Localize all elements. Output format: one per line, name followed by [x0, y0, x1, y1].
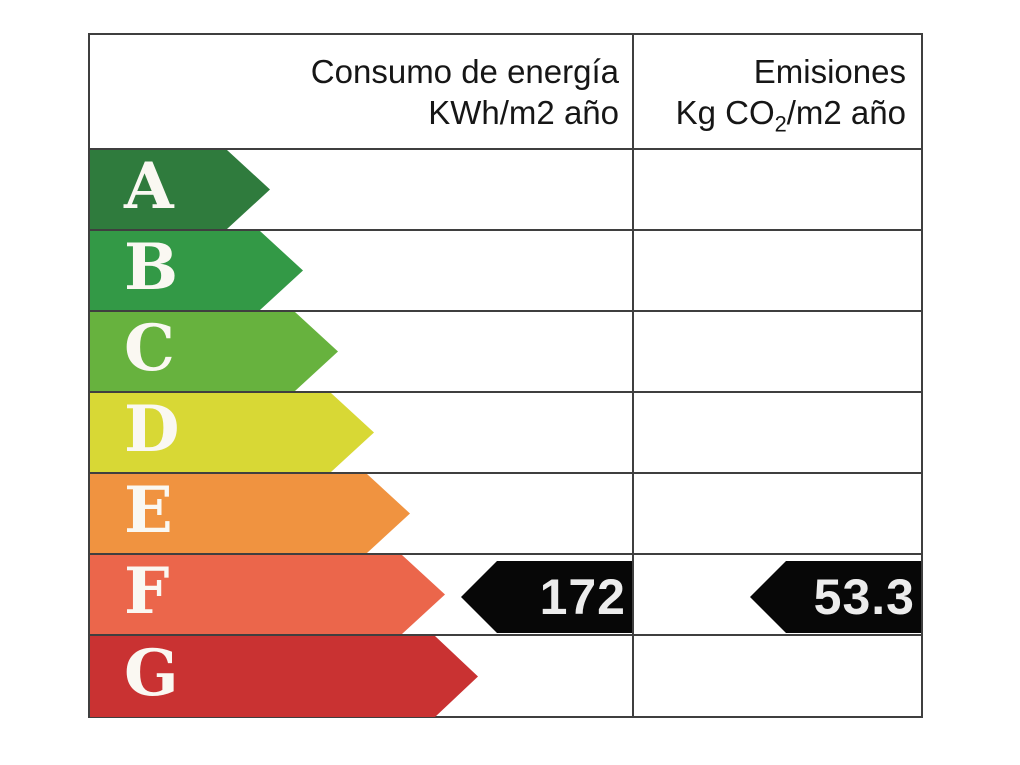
rating-bar: E: [90, 474, 410, 553]
value-text: 172: [539, 569, 626, 625]
consumption-cell: D: [90, 393, 634, 472]
consumption-cell: B: [90, 231, 634, 310]
emissions-unit-suffix: /m2 año: [786, 93, 906, 131]
emissions-cell: 53.3: [634, 555, 921, 634]
emissions-cell: [634, 150, 921, 229]
consumption-header-line1: Consumo de energía: [310, 52, 619, 90]
rating-bar: C: [90, 312, 338, 391]
emissions-header-line2: Kg CO2/m2 año: [675, 92, 906, 137]
rating-table: Consumo de energía KWh/m2 año Emisiones …: [88, 33, 923, 718]
co2-subscript: 2: [774, 111, 787, 137]
emissions-cell: [634, 312, 921, 391]
consumption-cell: A: [90, 150, 634, 229]
rating-row: E: [90, 474, 921, 555]
rating-row: A: [90, 150, 921, 231]
rating-letter: G: [124, 635, 179, 711]
value-pointer-arrow: 172: [461, 561, 632, 633]
rating-row: D: [90, 393, 921, 474]
rating-bar: B: [90, 231, 303, 310]
rating-row: B: [90, 231, 921, 312]
emissions-cell: [634, 231, 921, 310]
emissions-cell: [634, 474, 921, 553]
rating-bar: A: [90, 150, 270, 229]
table-header-row: Consumo de energía KWh/m2 año Emisiones …: [90, 35, 921, 150]
rating-letter: B: [124, 229, 179, 305]
value-text: 53.3: [813, 569, 915, 625]
rating-bar: F: [90, 555, 445, 634]
rating-bar: G: [90, 636, 478, 717]
consumption-cell: F 172: [90, 555, 634, 634]
rating-row: F 172 53.3: [90, 555, 921, 636]
consumption-header-line2: KWh/m2 año: [428, 93, 619, 131]
rating-letter: A: [124, 148, 174, 224]
consumption-column-header: Consumo de energía KWh/m2 año: [90, 35, 634, 148]
rating-row: G: [90, 636, 921, 717]
emissions-unit-prefix: Kg CO: [675, 93, 775, 131]
rating-letter: C: [124, 310, 175, 386]
emissions-header-line1: Emisiones: [753, 52, 906, 90]
emissions-cell: [634, 636, 921, 717]
rating-rows: A B C D E: [90, 150, 921, 717]
emissions-column-header: Emisiones Kg CO2/m2 año: [634, 35, 921, 148]
rating-letter: F: [124, 553, 170, 629]
value-pointer-arrow: 53.3: [750, 561, 921, 633]
emissions-cell: [634, 393, 921, 472]
rating-letter: D: [124, 391, 180, 467]
rating-row: C: [90, 312, 921, 393]
rating-bar: D: [90, 393, 374, 472]
rating-letter: E: [124, 472, 173, 548]
consumption-cell: E: [90, 474, 634, 553]
consumption-cell: C: [90, 312, 634, 391]
consumption-cell: G: [90, 636, 634, 717]
